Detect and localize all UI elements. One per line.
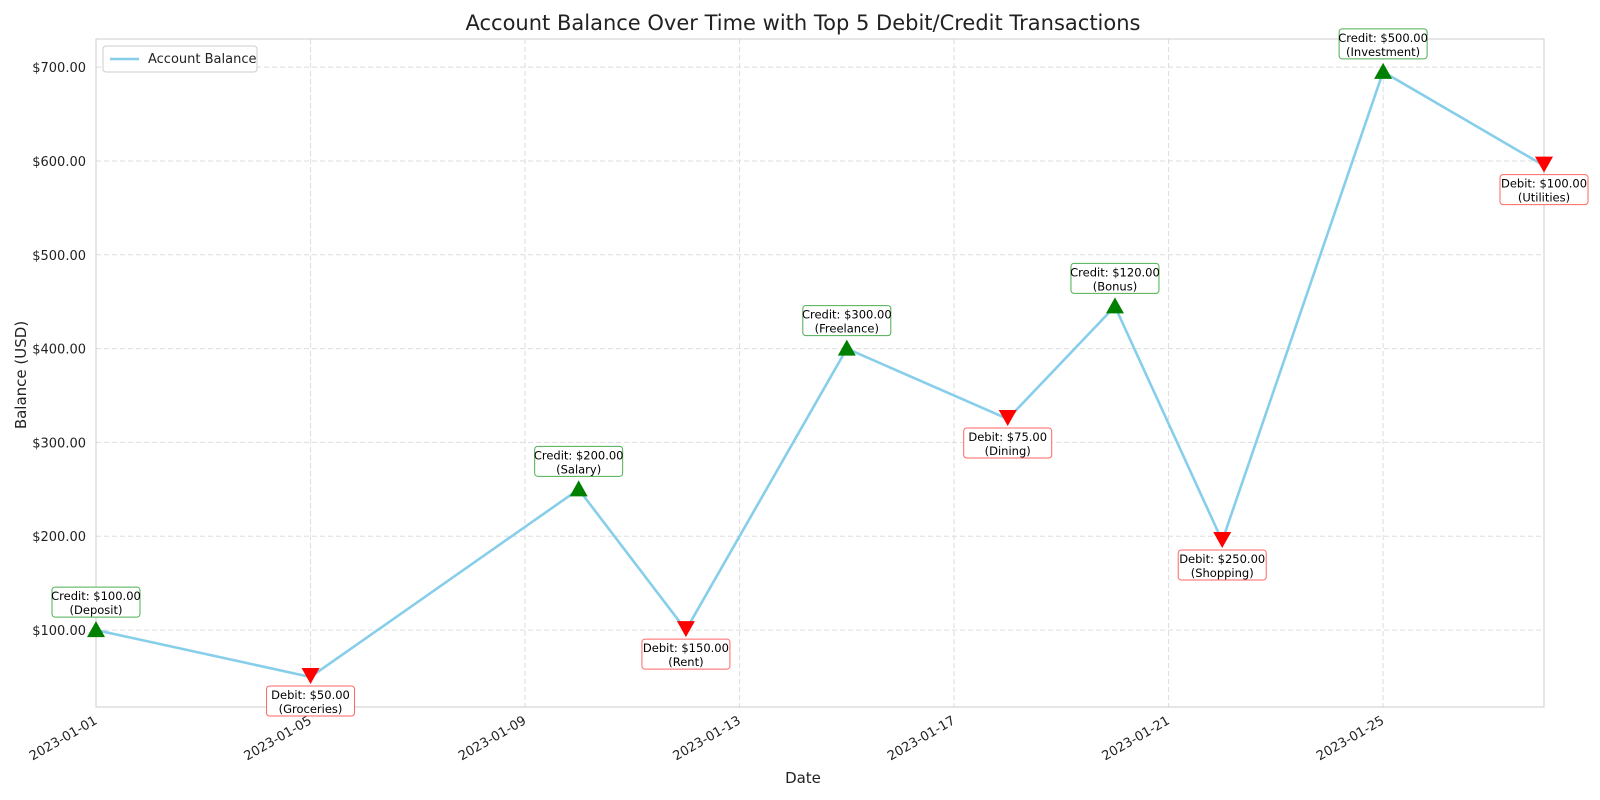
annotation-label: Debit: $50.00	[271, 688, 350, 702]
annotation-box	[51, 586, 141, 618]
y-tick-label: $400.00	[32, 343, 86, 358]
debit-marker	[301, 667, 320, 684]
annotation-label: (Shopping)	[1191, 566, 1254, 580]
y-axis-label: Balance (USD)	[12, 321, 30, 429]
annotation-label: Credit: $100.00	[51, 589, 141, 603]
annotation-label: Debit: $150.00	[643, 641, 729, 655]
y-tick-label: $500.00	[32, 249, 86, 264]
annotation-label: Debit: $75.00	[968, 430, 1047, 444]
annotation-box	[1177, 549, 1267, 581]
annotation-label: (Freelance)	[815, 322, 879, 336]
annotation-label: (Utilities)	[1518, 191, 1570, 205]
annotation-label: Credit: $200.00	[534, 448, 624, 462]
annotation-label: (Bonus)	[1093, 279, 1137, 293]
credit-marker	[1374, 62, 1393, 79]
debit-marker	[998, 409, 1017, 426]
annotation-box	[266, 685, 356, 717]
debit-marker	[676, 621, 695, 638]
annotation-label: Credit: $300.00	[802, 308, 892, 322]
credit-marker	[837, 339, 856, 356]
transaction-annotations: Credit: $100.00(Deposit) Debit: $50.00(Gr…	[51, 28, 1589, 717]
annotation-box	[1499, 174, 1589, 206]
legend-box	[102, 45, 258, 73]
annotation-label: Credit: $120.00	[1070, 265, 1160, 279]
grid-lines	[95, 39, 1544, 707]
annotation-label: (Groceries)	[279, 702, 343, 716]
y-tick-label: $100.00	[32, 624, 86, 639]
debit-marker	[1213, 531, 1232, 548]
credit-marker	[87, 621, 105, 638]
credit-marker	[569, 480, 588, 497]
annotation-box	[963, 427, 1053, 459]
credit-marker	[1105, 297, 1124, 314]
y-tick-label: $600.00	[32, 155, 86, 170]
y-tick-label: $300.00	[32, 436, 86, 451]
debit-marker	[1535, 156, 1553, 173]
legend-label: Account Balance	[148, 52, 256, 67]
annotation-label: Credit: $500.00	[1338, 31, 1428, 45]
transaction-markers	[87, 62, 1553, 684]
y-tick-label: $700.00	[32, 61, 86, 76]
legend: Account Balance	[102, 45, 258, 73]
series-layer	[95, 70, 1545, 679]
x-axis-label: Date	[785, 769, 821, 787]
annotation-box	[1070, 262, 1160, 294]
annotation-label: (Deposit)	[70, 603, 123, 617]
annotation-label: Debit: $250.00	[1179, 552, 1265, 566]
annotation-box	[641, 638, 731, 670]
annotation-label: (Rent)	[668, 655, 703, 669]
annotation-box	[1338, 28, 1428, 60]
annotation-label: Debit: $100.00	[1501, 177, 1587, 191]
annotation-label: (Investment)	[1346, 45, 1420, 59]
annotation-box	[802, 305, 892, 337]
chart-title: Account Balance Over Time with Top 5 Deb…	[466, 11, 1141, 35]
annotation-label: (Salary)	[556, 462, 601, 476]
plot-frame	[95, 38, 1545, 708]
y-tick-label: $200.00	[32, 530, 86, 545]
series-line-account-balance	[95, 70, 1545, 679]
annotation-label: (Dining)	[985, 444, 1031, 458]
annotation-box	[534, 445, 624, 477]
